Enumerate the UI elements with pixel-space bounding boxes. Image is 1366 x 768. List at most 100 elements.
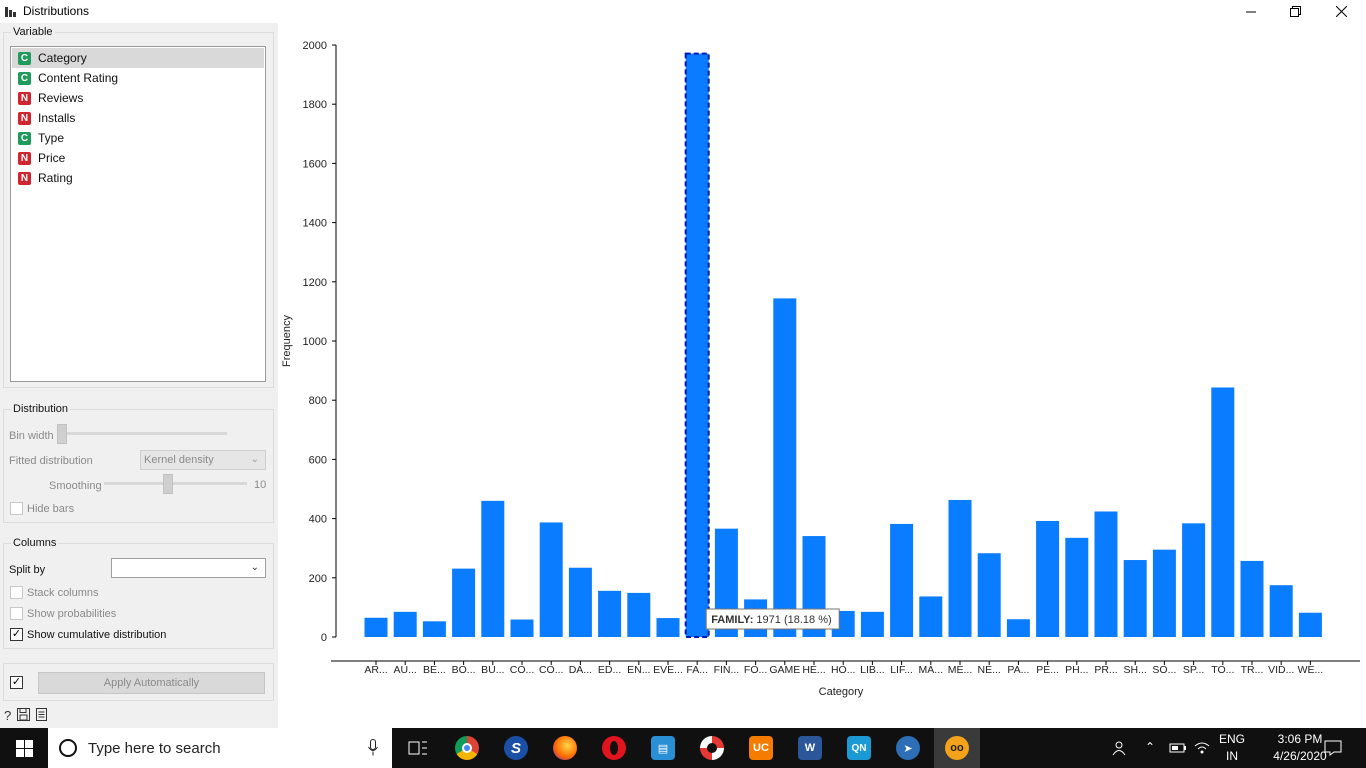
x-tick-label: PA... [1007,664,1029,676]
y-tick-label: 2000 [303,40,327,52]
fitted-distribution-select[interactable]: Kernel density ⌄ [140,450,266,470]
bin-width-slider[interactable] [57,424,67,444]
variable-item-content-rating[interactable]: C Content Rating [12,68,264,88]
bar-29 [1211,387,1235,637]
show-cumulative-label: Show cumulative distribution [27,629,167,641]
bar-17 [860,611,884,637]
x-tick-label: ED... [598,664,621,676]
cortana-icon [59,739,77,757]
y-tick-label: 1600 [303,158,327,170]
fitted-distribution-value: Kernel density [144,454,214,466]
x-tick-label: GAME [769,664,800,676]
hide-bars-label: Hide bars [27,503,75,515]
taskbar: Type here to search S ▤ UC W QN ➤ oo ⌃ E… [0,728,1366,768]
report-icon[interactable] [36,708,48,721]
show-cumulative-checkbox[interactable]: ✓ [10,628,23,641]
bar-4 [481,500,505,637]
variable-item-reviews[interactable]: N Reviews [12,88,264,108]
app-bird-icon[interactable]: ➤ [896,736,920,760]
y-tick-label: 200 [309,573,327,585]
y-tick-label: 600 [309,454,327,466]
input-language[interactable]: ENG IN [1216,731,1248,765]
y-tick-label: 800 [309,395,327,407]
lifebuoy-icon[interactable] [700,736,724,760]
chrome-icon[interactable] [455,736,479,760]
bar-32 [1298,612,1322,637]
variable-item-rating[interactable]: N Rating [12,168,264,188]
qn-icon[interactable]: QN [847,736,871,760]
x-tick-label: SH... [1124,664,1147,676]
people-icon[interactable] [1110,740,1126,756]
system-clock[interactable]: 3:06 PM 4/26/2020 [1268,731,1332,765]
tooltip-value: 1971 (18.18 %) [753,614,831,626]
bar-22 [1006,619,1030,637]
control-panel-icon[interactable]: ▤ [651,736,675,760]
apply-automatically-checkbox[interactable]: ✓ [10,676,23,689]
hide-bars-checkbox[interactable] [10,502,23,515]
microphone-icon[interactable] [368,739,378,756]
show-probabilities-checkbox[interactable] [10,607,23,620]
bar-chart[interactable]: 0 200 400 600 800 1000 1200 1400 1600 1800 2000 Fre… [278,23,1366,705]
variable-item-installs[interactable]: N Installs [12,108,264,128]
bar-chart-icon [5,7,16,17]
variable-label: Rating [38,171,73,185]
orange-app-icon[interactable]: oo [945,736,969,760]
categorical-icon: C [18,131,31,145]
stack-columns-label: Stack columns [27,587,99,599]
clock-date: 4/26/2020 [1273,749,1327,763]
x-tick-label: SO... [1152,664,1176,676]
wifi-icon[interactable] [1194,741,1210,755]
x-tick-label: HO... [831,664,856,676]
x-tick-label: WE... [1298,664,1324,676]
bar-25 [1094,511,1118,637]
bar-tooltip: FAMILY: 1971 (18.18 %) [705,608,840,630]
taskbar-search[interactable]: Type here to search [48,728,392,768]
distribution-group [3,409,274,523]
variable-item-category[interactable]: C Category [12,48,264,68]
split-by-label: Split by [9,564,46,576]
help-icon[interactable]: ? [4,708,12,723]
variable-item-price[interactable]: N Price [12,148,264,168]
minimize-button[interactable] [1228,0,1274,23]
categorical-icon: C [18,71,31,85]
y-axis-label: Frequency [281,315,293,367]
uc-browser-icon[interactable]: UC [749,736,773,760]
y-tick-label: 0 [321,632,327,644]
x-tick-label: HE... [802,664,825,676]
split-by-select[interactable]: ⌄ [111,558,266,578]
stack-columns-checkbox[interactable] [10,586,23,599]
task-view-icon[interactable] [406,736,430,760]
columns-group [3,543,274,649]
x-tick-label: PH... [1065,664,1088,676]
windows-logo-icon [15,739,33,757]
title-bar: Distributions [0,0,1366,23]
x-tick-label: MA... [919,664,944,676]
apply-automatically-button[interactable]: Apply Automatically [38,672,265,694]
bar-9 [627,592,651,637]
variable-list[interactable]: C Category C Content Rating N Reviews N … [10,46,266,382]
bar-19 [919,596,943,637]
bar-23 [1036,520,1060,637]
battery-icon[interactable] [1169,741,1187,755]
restore-button[interactable] [1272,0,1318,23]
bar-14 [773,298,797,637]
chevron-down-icon: ⌄ [250,562,259,573]
x-tick-label: FIN... [714,664,740,676]
word-icon[interactable]: W [798,736,822,760]
columns-group-title: Columns [11,537,59,549]
y-tick-label: 1800 [303,99,327,111]
save-icon[interactable] [17,708,31,721]
firefox-icon[interactable] [553,736,577,760]
app-s-icon[interactable]: S [504,736,528,760]
opera-icon[interactable] [602,736,626,760]
notification-icon[interactable] [1324,740,1342,756]
bar-30 [1240,560,1264,637]
variable-item-type[interactable]: C Type [12,128,264,148]
close-button[interactable] [1318,0,1364,23]
y-tick-label: 1400 [303,218,327,230]
start-button[interactable] [0,728,48,768]
tooltip-box [705,608,840,630]
bar-8 [598,590,622,637]
smoothing-slider[interactable] [163,474,173,494]
chevron-up-icon[interactable]: ⌃ [1145,740,1156,754]
